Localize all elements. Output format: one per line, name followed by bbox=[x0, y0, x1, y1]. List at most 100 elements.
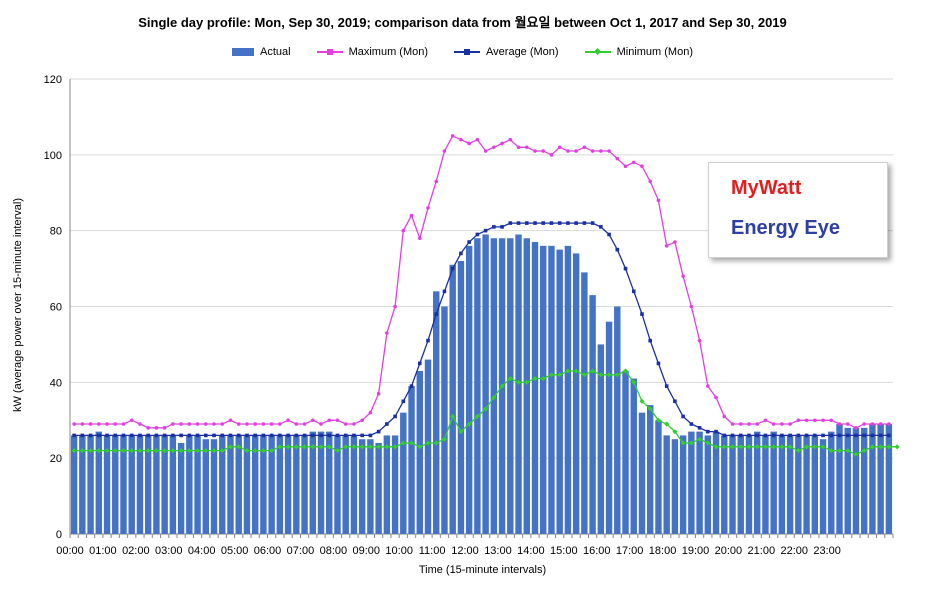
point-average bbox=[121, 433, 126, 438]
point-average bbox=[138, 433, 142, 438]
point-average bbox=[352, 433, 356, 438]
point-average bbox=[442, 289, 447, 294]
point-maximum bbox=[162, 426, 167, 430]
point-maximum bbox=[747, 422, 751, 426]
point-minimum bbox=[351, 444, 357, 450]
point-minimum bbox=[787, 444, 793, 450]
legend-item-average: Average (Mon) bbox=[454, 46, 559, 58]
point-minimum bbox=[573, 368, 579, 374]
point-maximum bbox=[656, 198, 661, 203]
point-maximum bbox=[203, 422, 208, 426]
bar-actual bbox=[449, 264, 456, 534]
point-maximum bbox=[541, 149, 546, 153]
point-average bbox=[541, 221, 546, 225]
point-minimum bbox=[713, 444, 719, 450]
bar-actual bbox=[490, 238, 498, 534]
point-minimum bbox=[548, 372, 555, 378]
point-minimum bbox=[828, 448, 834, 454]
bar-actual bbox=[112, 435, 119, 534]
point-maximum bbox=[574, 149, 578, 153]
point-average bbox=[88, 433, 93, 438]
point-minimum bbox=[162, 448, 168, 454]
point-average bbox=[829, 433, 834, 438]
point-minimum bbox=[260, 448, 266, 454]
point-minimum bbox=[203, 448, 209, 454]
point-maximum bbox=[401, 228, 406, 233]
point-minimum bbox=[812, 444, 818, 450]
point-average bbox=[409, 384, 414, 388]
bar-actual bbox=[704, 435, 712, 534]
point-minimum bbox=[466, 421, 472, 427]
x-tick-label: 19:00 bbox=[682, 545, 710, 557]
point-average bbox=[212, 433, 216, 438]
bar-actual bbox=[79, 435, 86, 534]
bar-actual bbox=[523, 238, 530, 534]
point-average bbox=[780, 433, 784, 438]
bar-actual bbox=[581, 272, 588, 534]
point-average bbox=[788, 433, 792, 438]
point-average bbox=[294, 433, 299, 438]
bar-actual bbox=[803, 435, 810, 534]
bar-actual bbox=[260, 435, 267, 534]
bar-actual bbox=[194, 435, 201, 534]
point-average bbox=[417, 361, 422, 366]
point-average bbox=[302, 433, 307, 438]
point-minimum bbox=[491, 394, 497, 401]
bar-actual bbox=[745, 435, 753, 534]
point-maximum bbox=[236, 422, 241, 426]
point-average bbox=[278, 433, 282, 438]
point-maximum bbox=[212, 422, 216, 426]
bar-actual bbox=[103, 435, 111, 534]
bar-actual bbox=[474, 238, 481, 534]
line-average bbox=[74, 222, 889, 437]
bar-actual bbox=[202, 439, 210, 534]
bar-actual bbox=[688, 431, 695, 534]
point-minimum bbox=[655, 417, 661, 423]
bar-actual bbox=[342, 435, 349, 534]
point-maximum bbox=[376, 391, 381, 396]
point-average bbox=[878, 433, 883, 438]
point-maximum bbox=[566, 149, 570, 153]
point-minimum bbox=[746, 444, 752, 450]
legend-item-maximum: Maximum (Mon) bbox=[316, 46, 428, 58]
bar-actual bbox=[869, 424, 876, 534]
point-maximum bbox=[417, 236, 422, 241]
x-tick-label: 18:00 bbox=[649, 545, 677, 557]
bar-actual bbox=[564, 245, 572, 535]
point-maximum bbox=[755, 422, 760, 426]
bar-actual bbox=[786, 435, 794, 534]
point-average bbox=[467, 240, 471, 244]
point-average bbox=[706, 429, 710, 434]
point-maximum bbox=[549, 153, 554, 157]
point-minimum bbox=[400, 440, 406, 446]
point-average bbox=[187, 433, 192, 438]
x-tick-label: 21:00 bbox=[748, 545, 776, 557]
point-minimum bbox=[606, 372, 612, 378]
point-average bbox=[179, 433, 183, 438]
point-average bbox=[286, 433, 290, 438]
point-average bbox=[113, 433, 118, 438]
line-maximum bbox=[74, 135, 889, 429]
bar-actual bbox=[721, 435, 728, 534]
point-average bbox=[673, 399, 677, 404]
point-average bbox=[319, 433, 323, 438]
point-maximum bbox=[738, 422, 743, 426]
point-minimum bbox=[211, 448, 217, 454]
bar-actual bbox=[161, 435, 168, 534]
legend-swatch-average bbox=[454, 47, 481, 57]
point-average bbox=[615, 247, 620, 252]
point-minimum bbox=[433, 440, 439, 446]
point-average bbox=[870, 433, 875, 438]
point-average bbox=[343, 433, 348, 438]
x-tick-label: 23:00 bbox=[813, 545, 841, 557]
point-maximum bbox=[631, 160, 636, 165]
point-minimum bbox=[762, 444, 768, 450]
bar-actual bbox=[778, 435, 786, 534]
x-tick-label: 22:00 bbox=[780, 545, 808, 557]
bar-actual bbox=[712, 431, 720, 534]
legend-label-average: Average (Mon) bbox=[486, 46, 559, 58]
point-average bbox=[599, 225, 603, 229]
bar-actual bbox=[309, 431, 316, 534]
point-minimum bbox=[219, 448, 225, 454]
point-average bbox=[533, 221, 537, 225]
